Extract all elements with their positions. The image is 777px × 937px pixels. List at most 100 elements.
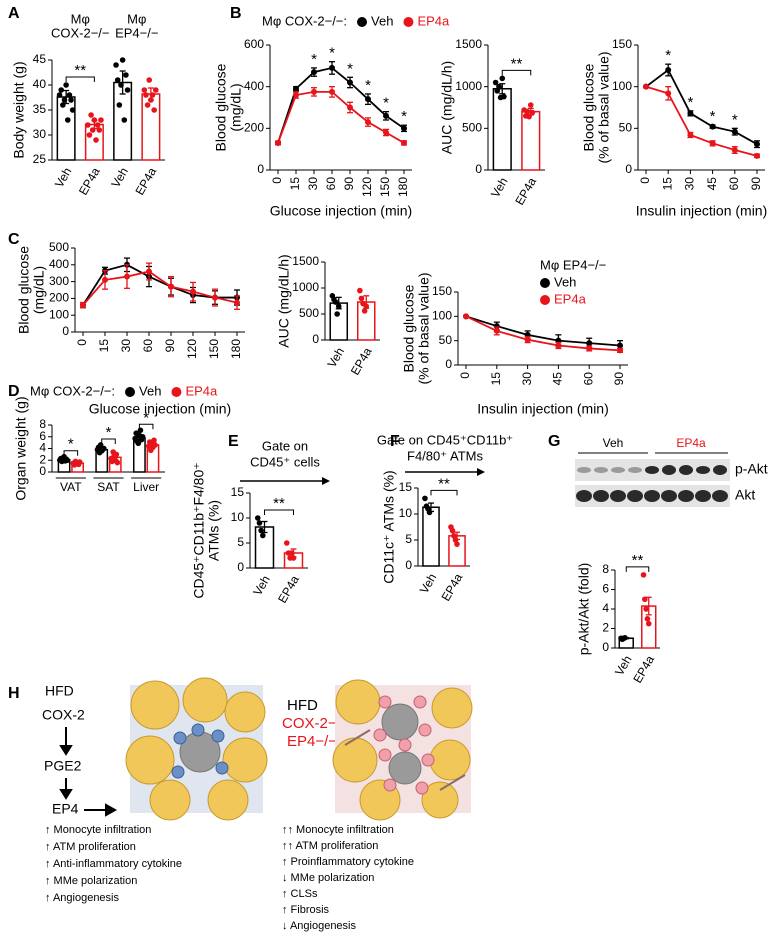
diagram: H HFD COX-2 PGE2 EP4 (8, 677, 473, 932)
y-tick-label: 2 (602, 621, 609, 635)
legend-label: Veh (554, 274, 576, 289)
x-tick-label: Veh (52, 165, 74, 190)
x-tick-label: EP4a (275, 573, 302, 606)
x-tick-label: 0 (270, 177, 284, 184)
band (712, 490, 728, 502)
y-tick-label: 400 (49, 257, 69, 271)
significance-bracket (63, 450, 79, 456)
ko-label: COX-2−/− (282, 715, 350, 732)
y-tick-label: 100 (49, 307, 69, 321)
band (662, 465, 676, 475)
effect: ↑↑ ATM proliferation (282, 840, 378, 852)
data-point (383, 112, 389, 119)
data-point (665, 90, 672, 97)
legend-marker (171, 387, 182, 397)
x-axis-label: Insulin injection (min) (636, 203, 768, 219)
x-tick-label: 15 (288, 177, 302, 191)
legend-marker (540, 295, 550, 305)
y-tick-label: 1500 (455, 37, 482, 51)
data-point (357, 287, 363, 294)
significance-label: * (143, 409, 149, 426)
data-point (335, 303, 342, 310)
data-point (102, 276, 108, 283)
data-point (493, 327, 500, 334)
panel-label: H (8, 685, 20, 702)
legend-label: EP4a (554, 291, 587, 306)
data-point (363, 303, 370, 310)
data-point (149, 92, 156, 98)
bar (141, 93, 161, 161)
data-point (422, 495, 428, 502)
y-tick-label: 6 (39, 429, 46, 443)
data-point (731, 128, 738, 135)
significance-label: * (401, 108, 407, 125)
y-tick-label: 50 (439, 333, 453, 347)
data-point (454, 541, 460, 547)
significance-label: ** (632, 552, 644, 569)
data-point (644, 615, 651, 622)
significance-bracket (501, 69, 532, 76)
data-point (586, 340, 593, 347)
data-point (212, 294, 218, 301)
data-point (358, 295, 365, 302)
band (594, 467, 608, 473)
tissue-illustration (125, 677, 268, 821)
y-tick-label: 50 (619, 121, 633, 135)
macrophage (215, 761, 229, 775)
y-axis-label: Blood glucose (401, 284, 417, 372)
data-point (121, 117, 128, 123)
y-tick-label: 200 (244, 121, 264, 135)
data-point (96, 127, 103, 133)
x-tick-label: Veh (325, 345, 347, 370)
adipocytes (332, 679, 473, 821)
effect-list: ↑↑ Monocyte infiltration ↑↑ ATM prolifer… (282, 824, 414, 932)
data-point (347, 79, 353, 86)
data-point (256, 520, 263, 526)
effect: ↓ MMe polarization (282, 872, 374, 884)
band (679, 465, 693, 475)
data-point (66, 92, 73, 98)
x-tick-label: EP4a (348, 345, 375, 378)
y-tick-label: 500 (462, 121, 482, 135)
y-tick-label: 0 (405, 558, 412, 572)
y-axis-label: p-Akt/Akt (fold) (576, 563, 592, 656)
significance-label: * (383, 95, 389, 112)
y-tick-label: 5 (405, 532, 412, 546)
x-tick-label: 150 (207, 339, 221, 359)
significance-bracket (65, 76, 95, 82)
y-axis-label: CD45⁺CD11b⁺F4/80⁺ (191, 462, 207, 598)
data-point (64, 457, 71, 464)
pathway-step: EP4 (52, 801, 79, 817)
y-tick-label: 100 (612, 79, 632, 93)
data-point (731, 147, 738, 153)
y-axis-label: (% of basal value) (416, 272, 432, 384)
y-axis-label: Blood glucose (581, 63, 597, 151)
adipocyte (222, 737, 268, 783)
data-point (365, 119, 371, 126)
adipocyte (207, 779, 249, 821)
data-point (754, 152, 760, 159)
series-line (82, 270, 238, 306)
y-tick-label: 30 (33, 127, 47, 141)
data-point (347, 104, 353, 111)
effect-list: ↑ Monocyte infiltration ↑ ATM proliferat… (45, 824, 182, 904)
significance-label: ** (511, 55, 523, 72)
significance-bracket (138, 423, 154, 430)
arrowhead (59, 789, 73, 800)
effect: ↑ ATM proliferation (45, 841, 136, 853)
data-point (463, 313, 469, 320)
series-line (645, 85, 758, 157)
data-point (526, 113, 532, 120)
data-point (139, 433, 146, 440)
legend-label: Veh (139, 383, 161, 398)
data-point (332, 299, 339, 305)
bar (254, 526, 275, 569)
band (610, 490, 626, 502)
y-axis-label: AUC (mg/dL/h) (276, 254, 292, 347)
y-tick-label: 0 (257, 162, 264, 176)
data-point (146, 77, 153, 83)
group-label: Mφ (127, 11, 146, 26)
bar (422, 506, 440, 567)
band (577, 467, 591, 473)
band (678, 490, 694, 502)
